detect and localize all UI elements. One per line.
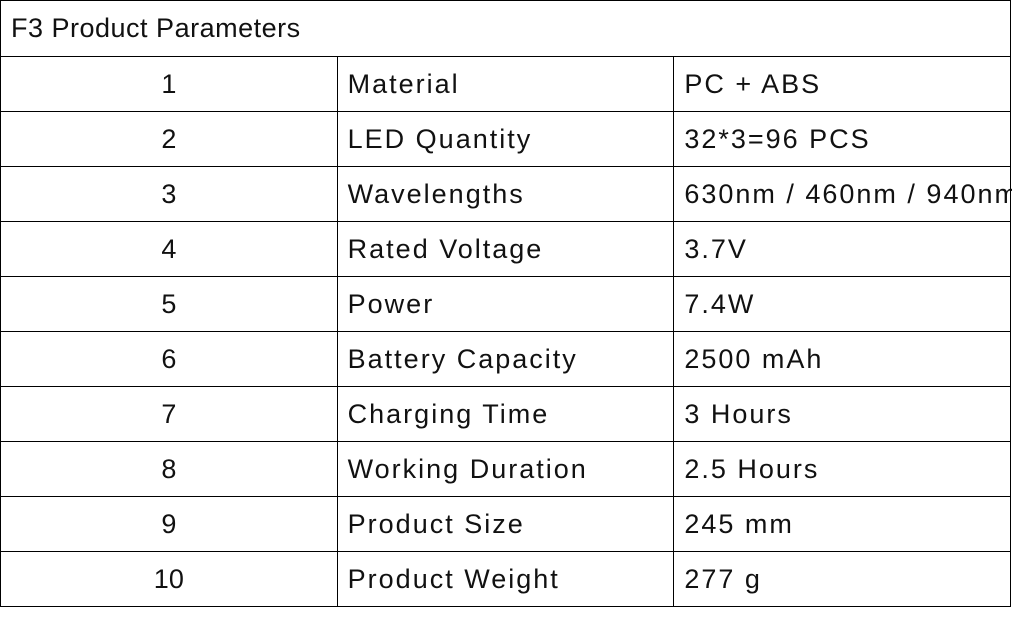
row-number: 7 <box>0 386 338 442</box>
parameter-name: Charging Time <box>336 386 675 442</box>
row-number: 8 <box>0 441 338 497</box>
parameter-value: 32*3=96 PCS <box>673 111 1011 167</box>
parameter-value: 2500 mAh <box>673 331 1011 387</box>
row-number: 3 <box>0 166 338 222</box>
table-row: 4 Rated Voltage 3.7V <box>0 221 1011 277</box>
parameter-name: LED Quantity <box>336 111 675 167</box>
parameter-name: Wavelengths <box>336 166 675 222</box>
table-row: 8 Working Duration 2.5 Hours <box>0 441 1011 497</box>
parameter-name: Material <box>336 56 675 112</box>
table-row: 2 LED Quantity 32*3=96 PCS <box>0 111 1011 167</box>
parameter-name: Working Duration <box>336 441 675 497</box>
table-row: 9 Product Size 245 mm <box>0 496 1011 552</box>
parameter-name: Product Size <box>336 496 675 552</box>
row-number: 6 <box>0 331 338 387</box>
row-number: 10 <box>0 551 338 607</box>
table-title: F3 Product Parameters <box>0 0 1011 57</box>
row-number: 1 <box>0 56 338 112</box>
parameter-value: 3 Hours <box>673 386 1011 442</box>
table-row: 6 Battery Capacity 2500 mAh <box>0 331 1011 387</box>
table-row: 7 Charging Time 3 Hours <box>0 386 1011 442</box>
title-row: F3 Product Parameters <box>0 0 1011 57</box>
parameter-name: Product Weight <box>336 551 675 607</box>
parameter-value: 3.7V <box>673 221 1011 277</box>
row-number: 4 <box>0 221 338 277</box>
parameter-name: Battery Capacity <box>336 331 675 387</box>
parameter-name: Rated Voltage <box>336 221 675 277</box>
table-row: 3 Wavelengths 630nm / 460nm / 940nm <box>0 166 1012 222</box>
row-number: 9 <box>0 496 338 552</box>
row-number: 5 <box>0 276 338 332</box>
parameter-value: 7.4W <box>673 276 1011 332</box>
parameter-value: PC + ABS <box>673 56 1011 112</box>
table-row: 10 Product Weight 277 g <box>0 551 1011 607</box>
row-number: 2 <box>0 111 338 167</box>
parameter-value: 245 mm <box>673 496 1011 552</box>
table-row: 1 Material PC + ABS <box>0 56 1011 112</box>
parameter-value: 630nm / 460nm / 940nm <box>673 166 1012 222</box>
parameter-name: Power <box>336 276 675 332</box>
table-row: 5 Power 7.4W <box>0 276 1011 332</box>
parameter-value: 2.5 Hours <box>673 441 1011 497</box>
parameters-table: F3 Product Parameters 1 Material PC + ABS 2… <box>0 0 1012 607</box>
parameter-value: 277 g <box>673 551 1011 607</box>
